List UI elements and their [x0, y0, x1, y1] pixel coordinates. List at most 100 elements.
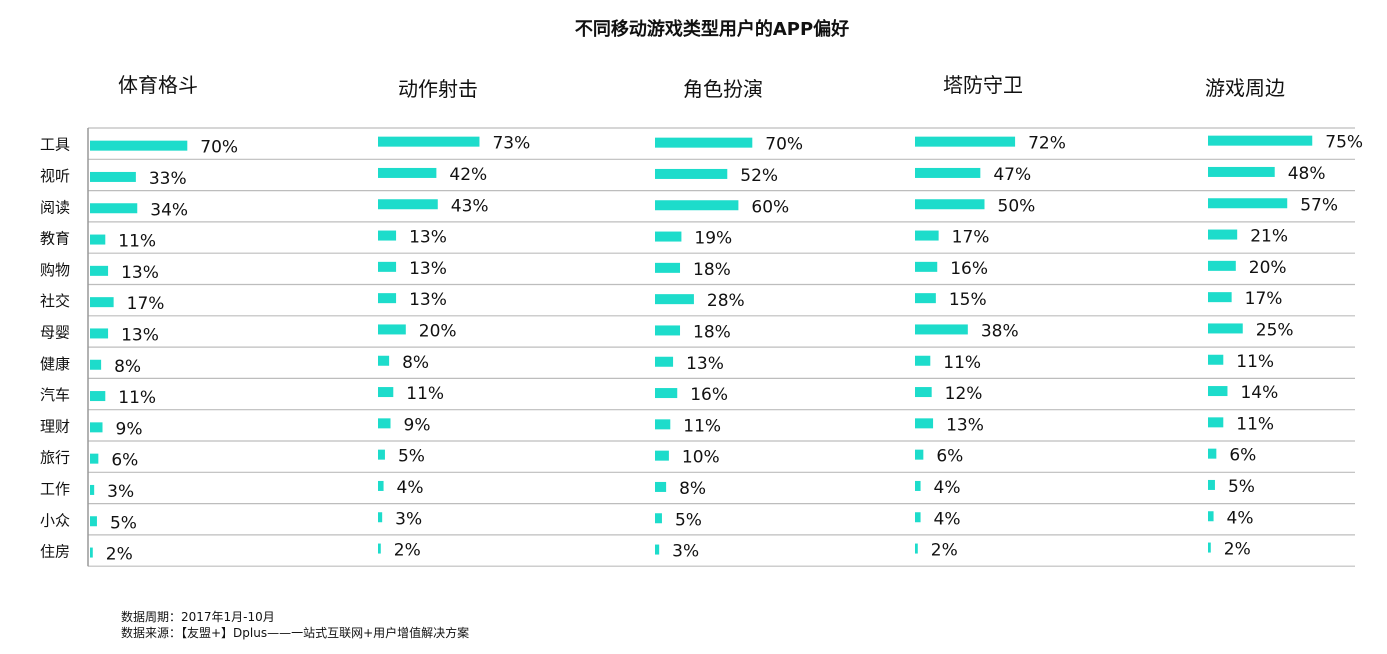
- bar: [90, 484, 95, 495]
- panel-4: 游戏周边 75% 48% 57% 21% 20% 17% 25% 11% 14% 11% 6% 5% 4%…: [1205, 76, 1363, 560]
- category-label: 汽车: [40, 386, 70, 404]
- data-label: 52%: [740, 166, 778, 186]
- data-label: 4%: [397, 478, 424, 498]
- bar: [378, 199, 438, 210]
- bar: [1208, 417, 1224, 428]
- data-label: 13%: [409, 228, 447, 248]
- bar: [378, 543, 381, 554]
- bar: [90, 328, 109, 339]
- data-label: 9%: [116, 419, 143, 439]
- data-label: 72%: [1028, 134, 1066, 154]
- bar: [1208, 166, 1275, 177]
- bar: [1208, 323, 1243, 334]
- category-label: 小众: [40, 511, 70, 529]
- data-label: 11%: [1236, 414, 1274, 434]
- bar: [90, 171, 136, 182]
- data-label: 13%: [121, 263, 159, 283]
- chart-title: 不同移动游戏类型用户的APP偏好: [575, 18, 849, 40]
- bar: [915, 418, 934, 429]
- category-label: 理财: [40, 417, 70, 435]
- data-label: 11%: [943, 353, 981, 373]
- data-label: 2%: [1224, 540, 1251, 560]
- category-label: 工作: [40, 480, 70, 498]
- category-label: 视听: [40, 167, 70, 185]
- data-label: 57%: [1300, 195, 1338, 215]
- footer-source: 数据来源：【友盟+】Dplus——一站式互联网+用户增值解决方案: [121, 626, 470, 640]
- data-label: 2%: [106, 545, 133, 565]
- data-label: 20%: [419, 321, 457, 341]
- bar: [1208, 260, 1236, 271]
- data-label: 12%: [945, 384, 983, 404]
- category-label: 阅读: [40, 198, 70, 216]
- bar: [655, 356, 674, 367]
- data-label: 2%: [931, 541, 958, 561]
- bar: [655, 137, 753, 148]
- data-label: 5%: [675, 510, 702, 530]
- category-label: 工具: [40, 136, 70, 154]
- data-label: 42%: [449, 165, 487, 185]
- bar: [378, 136, 480, 147]
- panel-2: 角色扮演 70% 52% 60% 19% 18% 28% 18% 13% 16% 11% 10% 8% 5…: [655, 77, 803, 562]
- data-label: 4%: [934, 509, 961, 529]
- bar: [1208, 479, 1215, 490]
- bar: [1208, 135, 1313, 146]
- data-label: 2%: [394, 541, 421, 561]
- footer-period: 数据周期：2017年1月-10月: [121, 610, 275, 624]
- bar: [1208, 229, 1238, 240]
- data-label: 13%: [121, 325, 159, 345]
- data-label: 18%: [693, 322, 731, 342]
- bar: [90, 391, 106, 402]
- data-label: 4%: [934, 478, 961, 498]
- bar: [655, 294, 694, 305]
- data-label: 8%: [679, 479, 706, 499]
- bar: [1208, 448, 1217, 459]
- bar: [655, 325, 681, 336]
- data-label: 13%: [686, 354, 724, 374]
- data-label: 3%: [107, 482, 134, 502]
- bar: [1208, 386, 1228, 397]
- bar: [915, 261, 938, 272]
- bar: [378, 512, 383, 523]
- data-label: 21%: [1250, 227, 1288, 247]
- data-label: 14%: [1240, 383, 1278, 403]
- data-label: 17%: [952, 228, 990, 248]
- bar: [378, 355, 390, 366]
- bar: [378, 324, 406, 335]
- bar: [90, 516, 97, 527]
- bar: [915, 355, 931, 366]
- bar: [90, 297, 114, 308]
- panel-title: 角色扮演: [683, 77, 763, 101]
- data-label: 75%: [1325, 133, 1363, 153]
- data-label: 50%: [998, 196, 1036, 216]
- data-label: 18%: [693, 260, 731, 280]
- data-label: 16%: [690, 385, 728, 405]
- bar: [1208, 542, 1211, 553]
- data-label: 5%: [398, 447, 425, 467]
- data-label: 3%: [672, 542, 699, 562]
- bar: [378, 480, 384, 491]
- data-label: 15%: [949, 290, 987, 310]
- data-label: 8%: [402, 353, 429, 373]
- panel-title: 塔防守卫: [943, 73, 1023, 97]
- data-label: 16%: [950, 259, 988, 279]
- category-label: 住房: [40, 543, 70, 561]
- bar: [915, 167, 981, 178]
- bar: [90, 547, 93, 558]
- data-label: 4%: [1227, 508, 1254, 528]
- panel-0: 体育格斗 70% 33% 34% 11% 13% 17% 13% 8% 11% 9% 6% 3% 5% 2%: [90, 73, 238, 565]
- category-label: 母婴: [40, 323, 70, 341]
- bar: [378, 261, 397, 272]
- bar: [915, 512, 921, 523]
- data-label: 73%: [492, 134, 530, 154]
- data-label: 60%: [751, 197, 789, 217]
- bar: [915, 387, 932, 398]
- bar: [655, 513, 662, 524]
- bar: [915, 199, 985, 210]
- data-label: 43%: [451, 196, 489, 216]
- category-label: 健康: [40, 355, 70, 373]
- bar: [378, 293, 397, 304]
- panel-3: 塔防守卫 72% 47% 50% 17% 16% 15% 38%11% 12% 13% 6% 4% 4%…: [915, 73, 1066, 561]
- data-label: 3%: [395, 509, 422, 529]
- bar: [90, 203, 138, 214]
